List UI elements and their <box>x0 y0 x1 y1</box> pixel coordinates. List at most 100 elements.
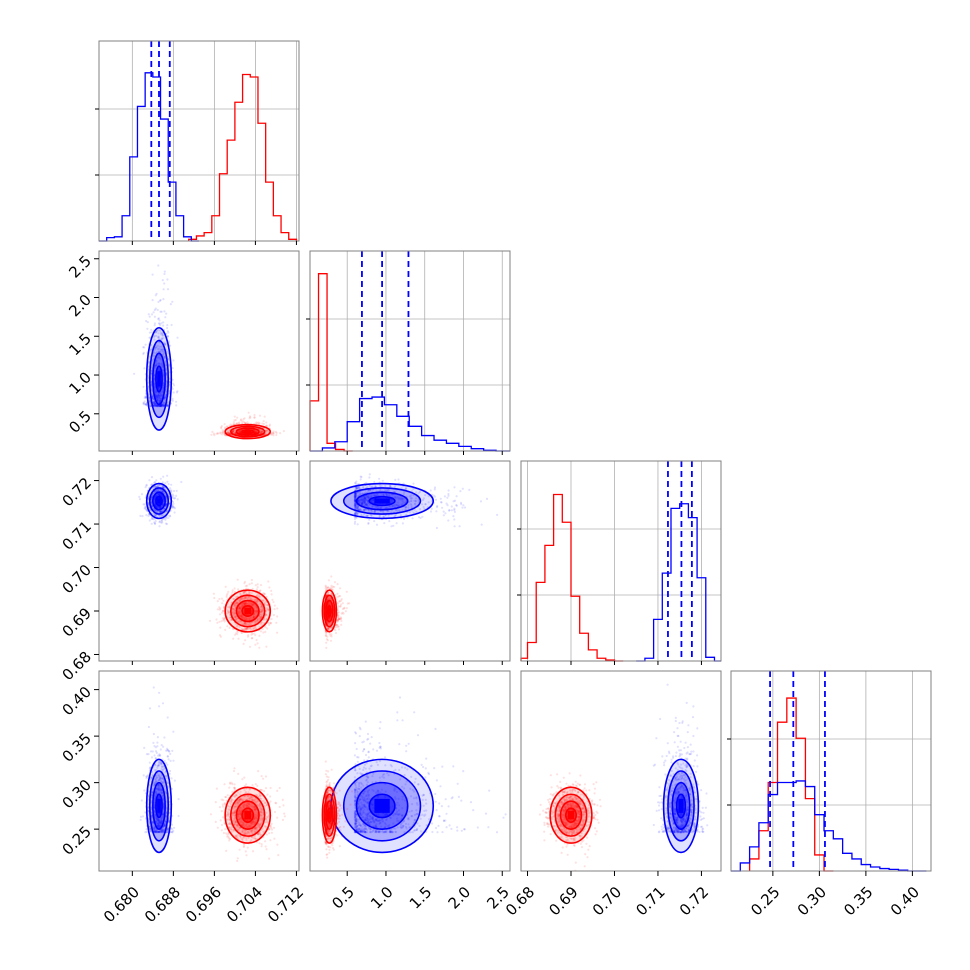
scatter-point <box>363 509 366 512</box>
scatter-point <box>354 494 357 498</box>
scatter-point <box>160 394 163 397</box>
scatter-point <box>240 615 243 618</box>
scatter-point <box>158 521 161 524</box>
scatter-point <box>261 429 264 433</box>
scatter-point <box>259 610 262 613</box>
scatter-point <box>160 505 163 508</box>
scatter-point <box>230 618 233 621</box>
scatter-point <box>269 622 272 625</box>
scatter-point <box>158 322 161 325</box>
scatter-point <box>155 404 159 407</box>
scatter-point <box>159 505 162 508</box>
scatter-point <box>249 597 252 600</box>
scatter-point <box>143 346 146 349</box>
scatter-point <box>158 525 161 528</box>
scatter-point <box>237 430 240 433</box>
scatter-point <box>326 621 329 624</box>
scatter-point <box>154 404 157 407</box>
scatter-point <box>363 508 366 511</box>
scatter-point <box>238 606 241 609</box>
scatter-point <box>223 620 226 623</box>
scatter-point <box>262 592 265 595</box>
scatter-point <box>156 392 160 395</box>
scatter-point <box>227 431 230 434</box>
scatter-point <box>235 422 238 426</box>
scatter-point <box>172 506 175 509</box>
scatter-point <box>159 329 162 332</box>
scatter-point <box>261 609 264 613</box>
scatter-point <box>365 503 368 506</box>
scatter-point <box>231 430 234 433</box>
scatter-point <box>156 399 159 402</box>
scatter-point <box>160 322 163 325</box>
scatter-point <box>171 505 174 508</box>
scatter-point <box>260 431 263 434</box>
panel-3-3 <box>730 670 932 872</box>
scatter-point <box>158 396 161 400</box>
scatter-point <box>366 496 370 499</box>
scatter-point <box>239 615 242 618</box>
scatter-point <box>240 616 243 619</box>
scatter-point <box>242 602 245 605</box>
scatter-point <box>268 586 271 589</box>
scatter-point <box>356 507 360 510</box>
scatter-point <box>228 432 231 435</box>
scatter-point <box>360 496 363 499</box>
scatter-point <box>468 488 471 491</box>
scatter-point <box>386 493 389 496</box>
scatter-point <box>405 506 408 509</box>
scatter-point <box>173 511 176 514</box>
scatter-point <box>142 346 145 349</box>
scatter-point <box>421 515 424 518</box>
scatter-point <box>244 596 247 599</box>
scatter-point <box>156 344 159 347</box>
scatter-point <box>256 600 259 603</box>
scatter-point <box>155 346 158 349</box>
scatter-point <box>238 430 241 433</box>
scatter-point <box>160 521 163 524</box>
scatter-point <box>235 601 238 604</box>
scatter-point <box>165 517 168 520</box>
scatter-point <box>355 511 358 514</box>
scatter-point <box>157 394 161 398</box>
scatter-point <box>168 363 171 366</box>
scatter-point <box>154 480 157 484</box>
scatter-point <box>337 611 340 614</box>
scatter-point <box>156 506 159 509</box>
scatter-point <box>386 506 389 509</box>
scatter-point <box>255 612 259 615</box>
scatter-point <box>152 403 155 406</box>
scatter-point <box>354 492 357 496</box>
contour-line <box>235 599 260 623</box>
scatter-point <box>429 510 433 513</box>
scatter-point <box>226 610 230 613</box>
scatter-point <box>247 617 251 620</box>
scatter-point <box>387 514 390 517</box>
scatter-point <box>153 403 157 406</box>
scatter-point <box>268 623 271 627</box>
scatter-point <box>388 520 391 523</box>
scatter-point <box>262 618 265 621</box>
scatter-point <box>160 494 163 497</box>
scatter-point <box>161 348 164 351</box>
scatter-point <box>154 503 157 506</box>
scatter-point <box>371 494 374 497</box>
scatter-point <box>262 422 265 426</box>
scatter-point <box>160 494 163 497</box>
scatter-point <box>360 502 363 506</box>
scatter-point <box>251 604 254 607</box>
scatter-point <box>227 431 230 434</box>
scatter-point <box>394 513 398 517</box>
scatter-point <box>356 491 359 494</box>
scatter-point <box>235 602 238 605</box>
scatter-point <box>361 498 364 501</box>
scatter-point <box>224 434 227 437</box>
scatter-point <box>221 617 224 620</box>
scatter-point <box>264 600 267 603</box>
scatter-point <box>159 511 162 514</box>
scatter-point <box>154 513 157 517</box>
scatter-point <box>157 394 160 397</box>
scatter-point <box>389 498 392 501</box>
scatter-point <box>259 432 262 435</box>
scatter-point <box>339 587 342 590</box>
